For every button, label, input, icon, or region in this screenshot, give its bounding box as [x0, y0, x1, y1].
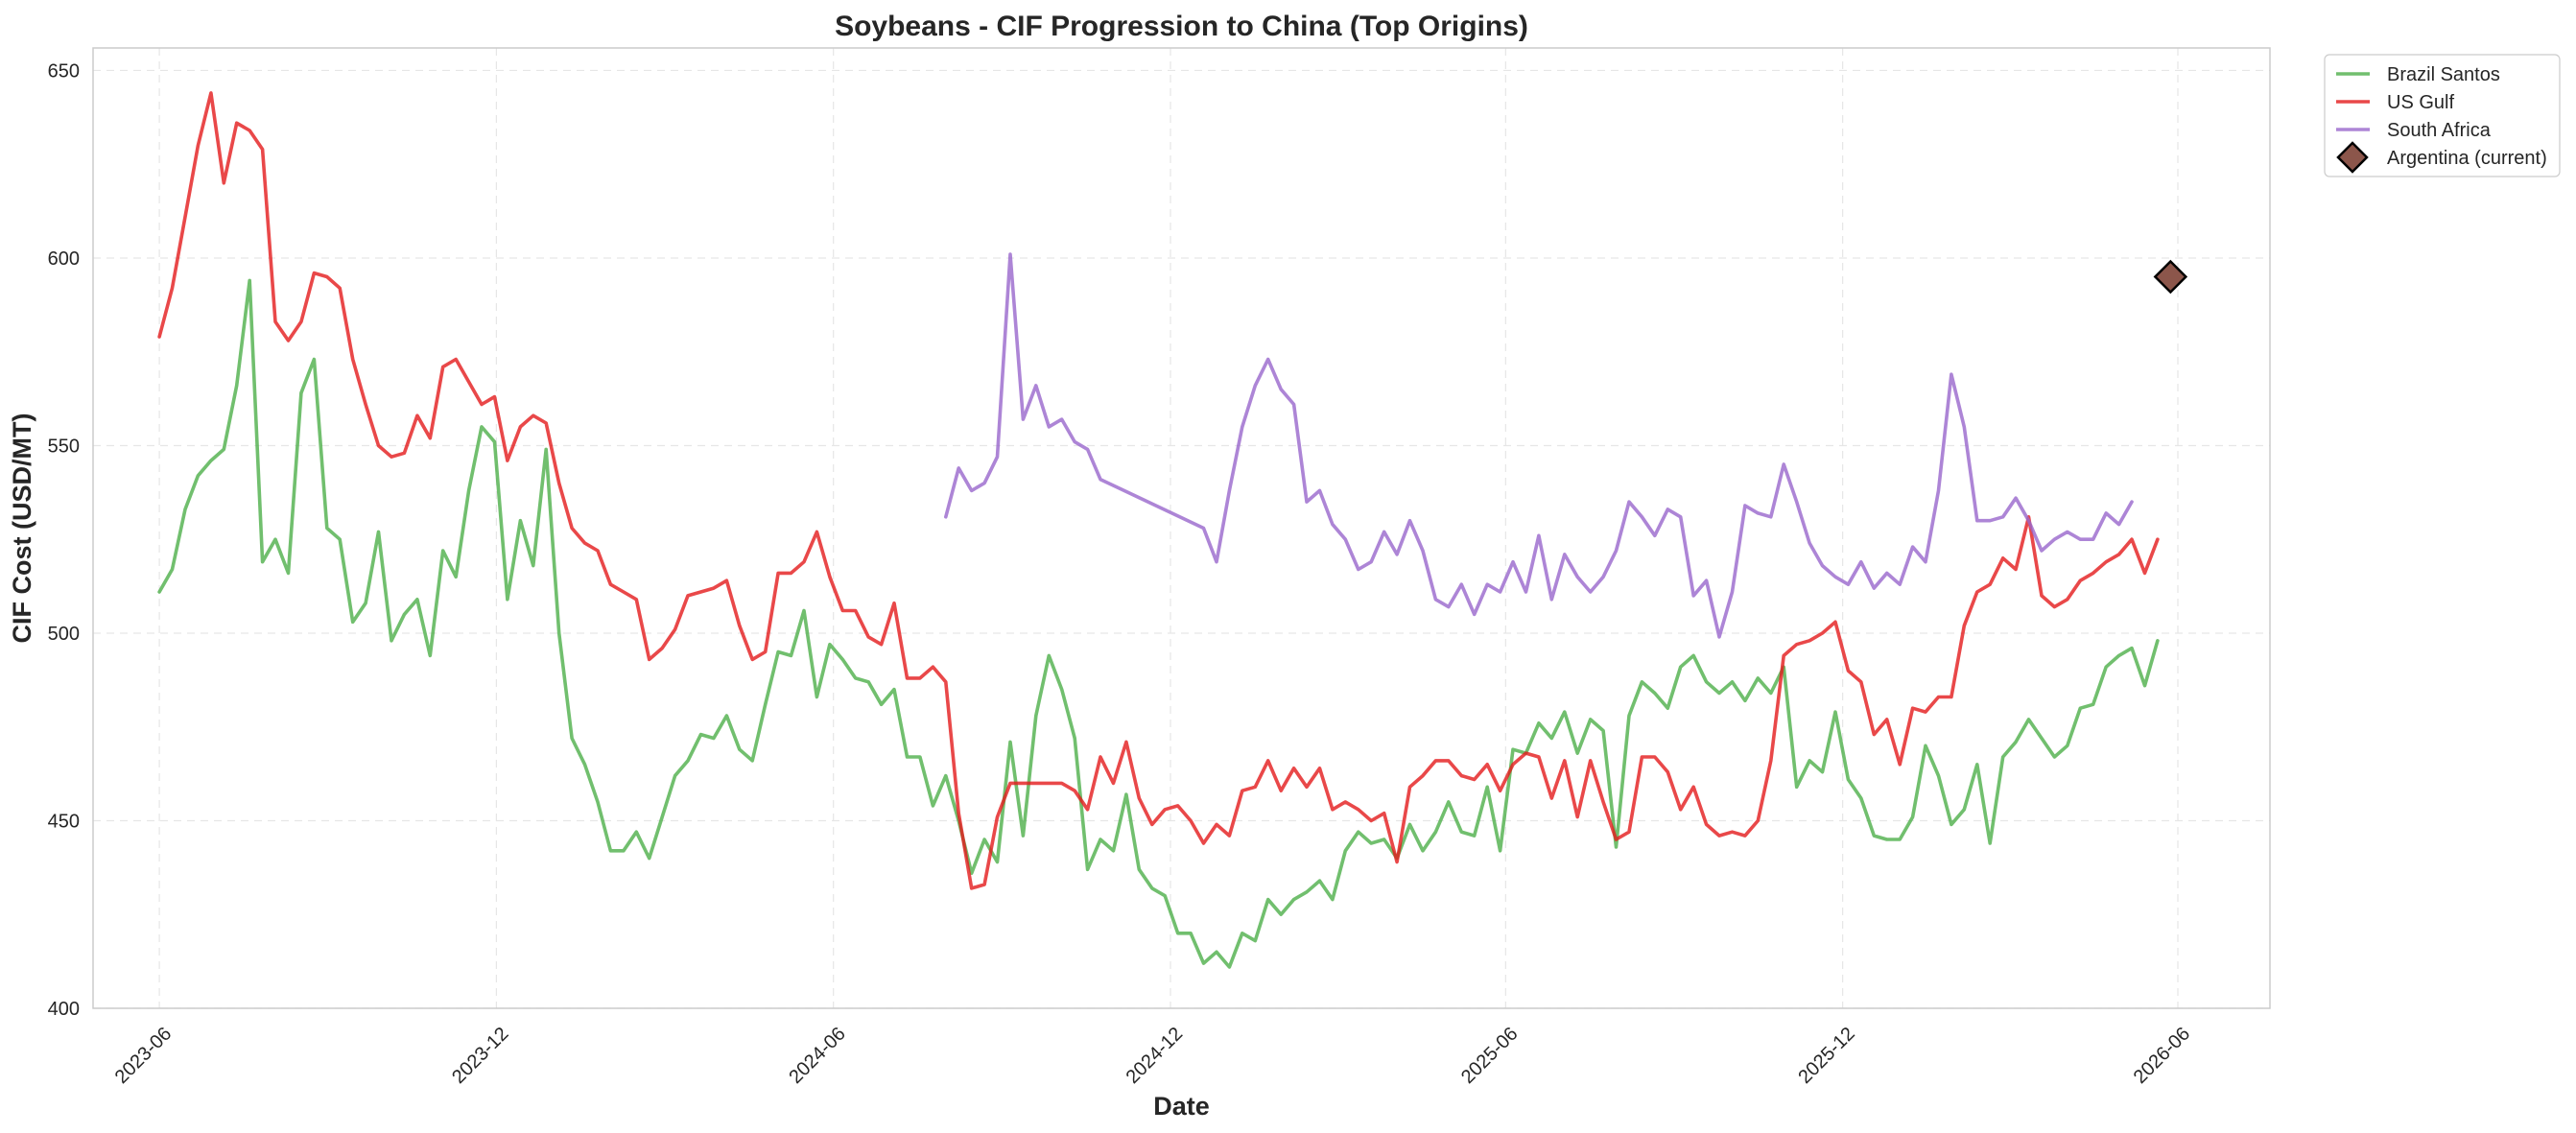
y-tick-label: 650	[48, 60, 80, 82]
legend-box	[2324, 54, 2561, 177]
y-tick-label: 600	[48, 248, 80, 270]
brazil-santos-line	[157, 278, 2160, 969]
us-gulf-line	[157, 91, 2160, 890]
legend-label-south-africa: South Africa	[2387, 120, 2492, 141]
y-tick-label: 450	[48, 811, 80, 832]
legend-label-argentina-current: Argentina (current)	[2387, 148, 2547, 169]
chart-title: Soybeans - CIF Progression to China (Top…	[835, 11, 1528, 42]
legend-label-brazil-santos: Brazil Santos	[2387, 64, 2500, 85]
legend-label-us-gulf: US Gulf	[2387, 92, 2454, 113]
argentina-current-marker	[2153, 259, 2188, 295]
y-tick-label: 400	[48, 999, 80, 1020]
x-axis-title: Date	[1153, 1092, 1210, 1121]
plot-area	[92, 47, 2271, 1009]
legend-swatch-argentina-current	[2336, 141, 2369, 174]
y-axis-title: CIF Cost (USD/MT)	[8, 413, 36, 644]
legend: Brazil Santos US Gulf South Africa Argentin…	[2324, 54, 2561, 177]
y-tick-label: 550	[48, 436, 80, 457]
series-layer	[157, 91, 2188, 969]
south-africa-line	[944, 252, 2134, 639]
y-tick-label: 500	[48, 624, 80, 645]
